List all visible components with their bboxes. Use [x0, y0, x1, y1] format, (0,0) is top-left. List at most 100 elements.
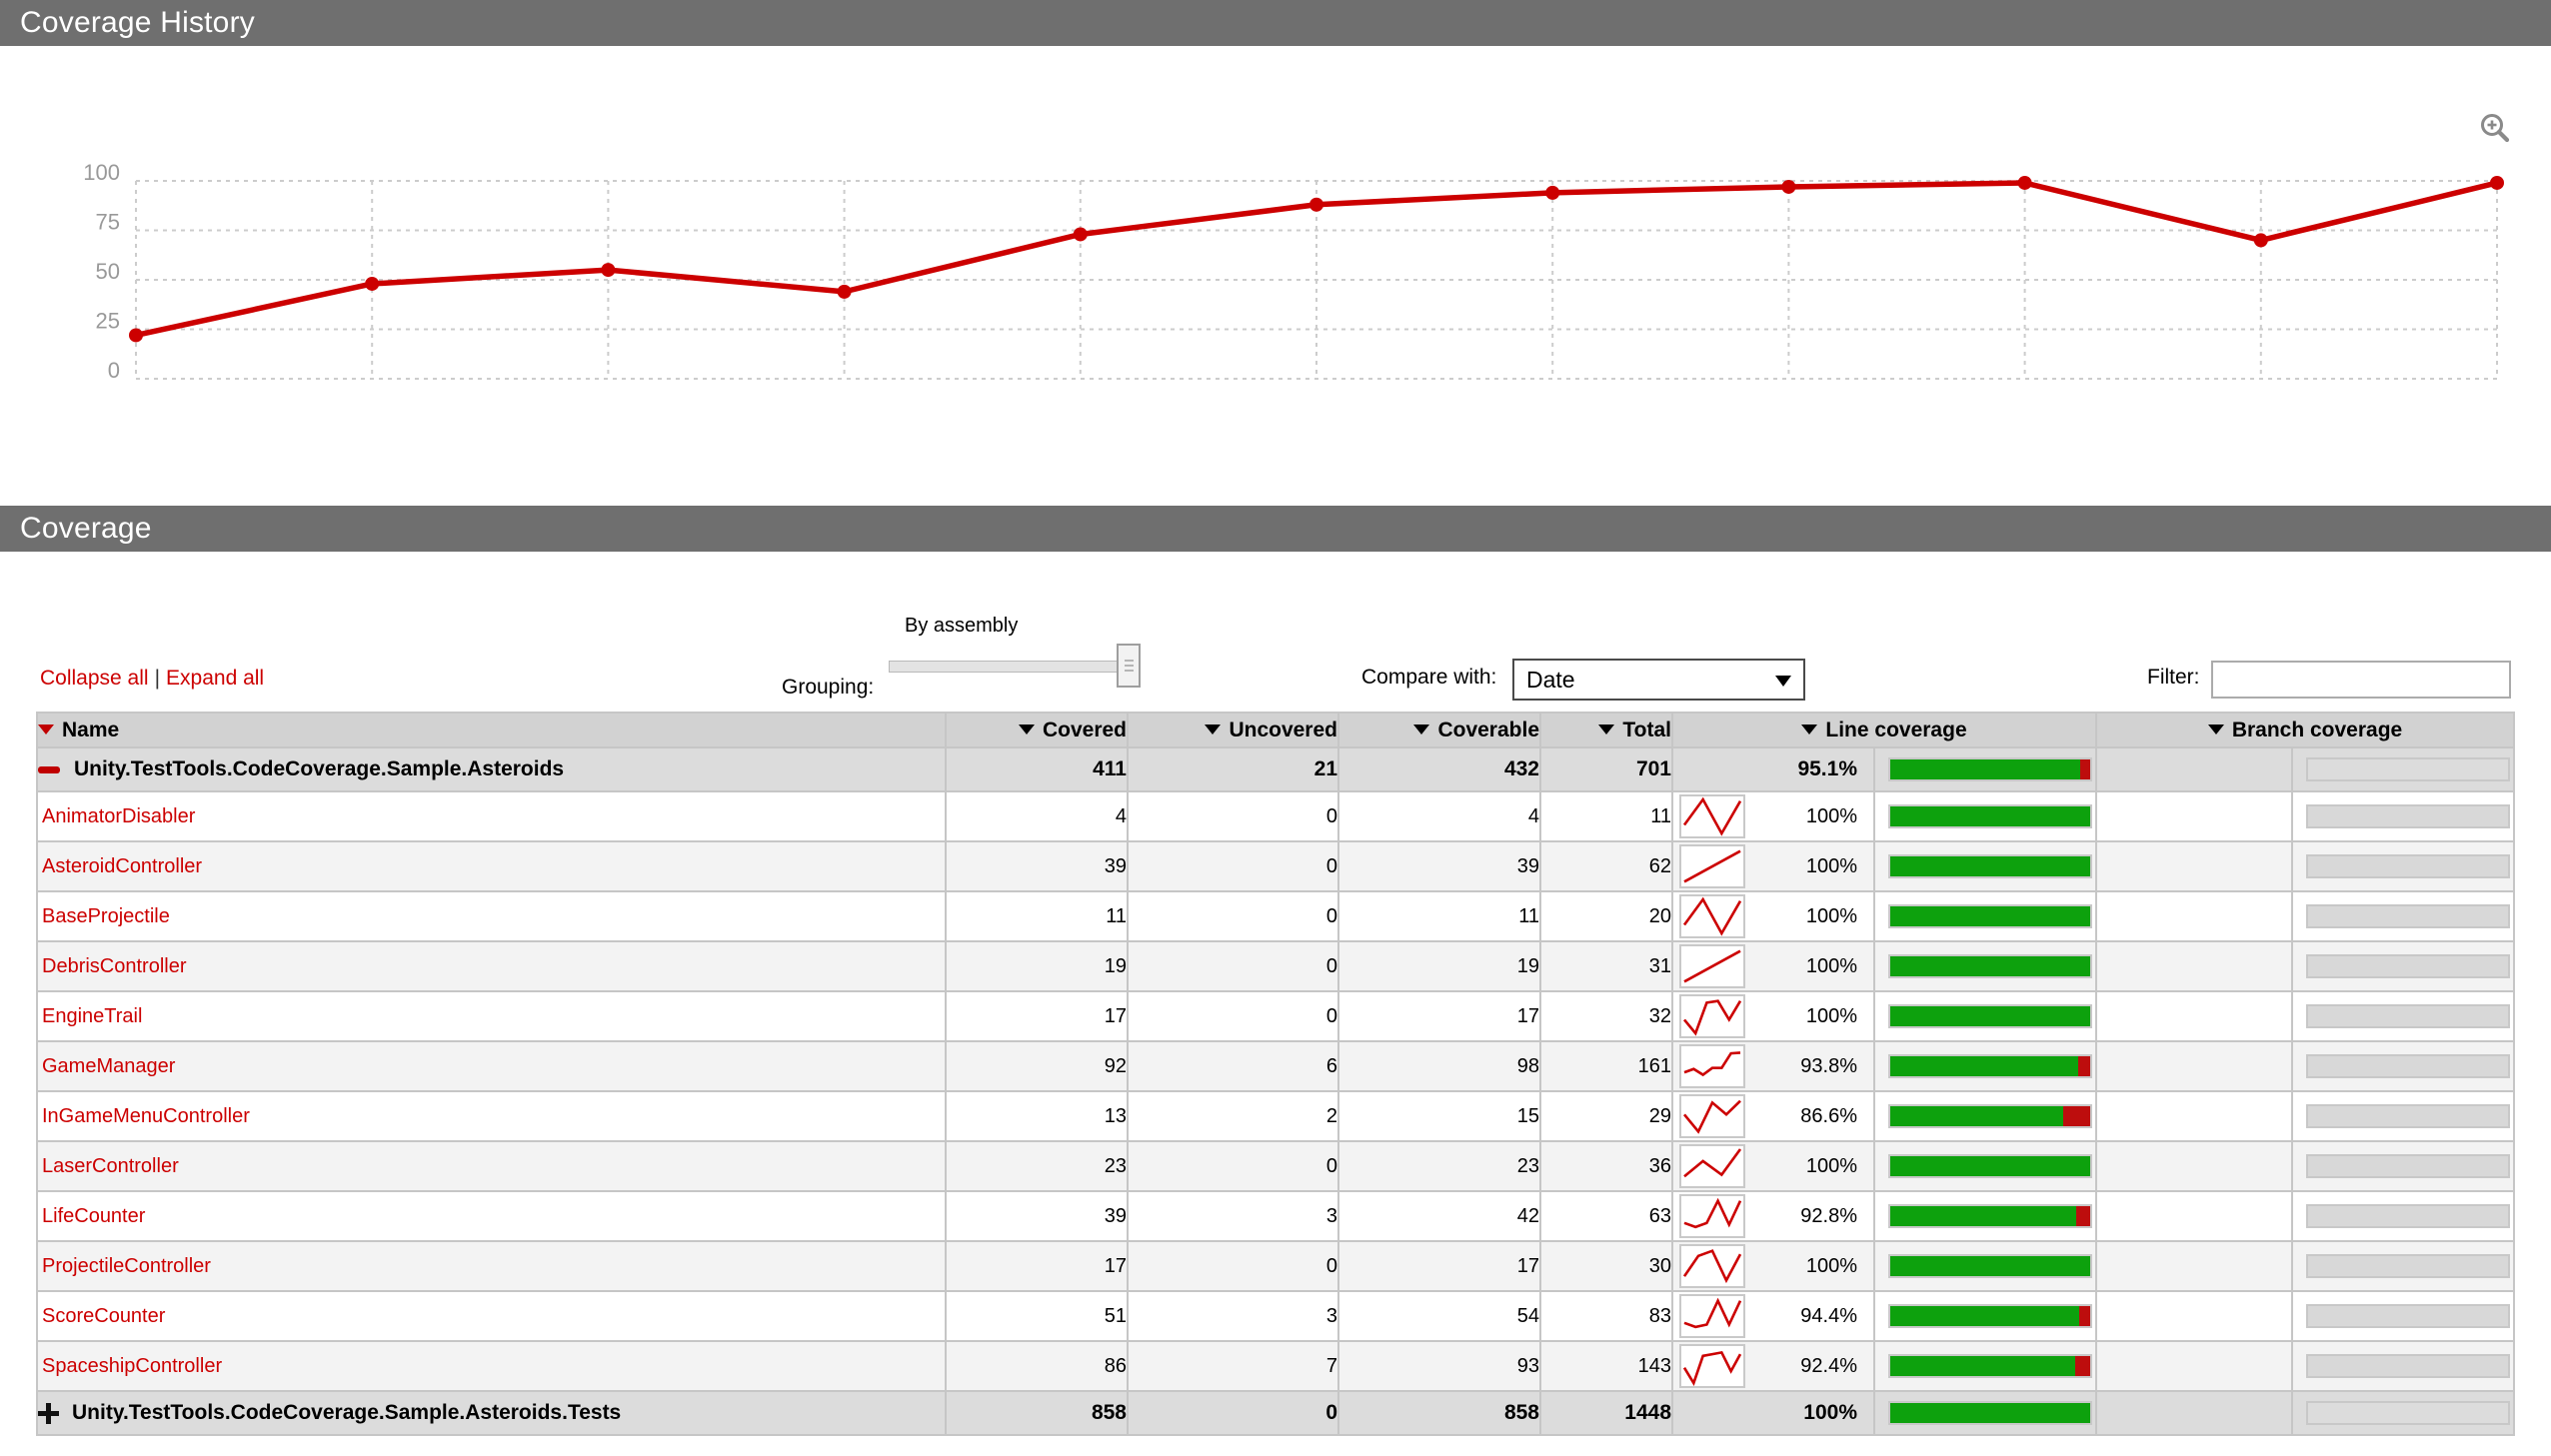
branch-coverage-bar-cell	[2291, 1390, 2516, 1436]
branch-coverage-bar	[2306, 1104, 2511, 1128]
coverage-history-sparkline[interactable]	[1679, 944, 1745, 988]
coverage-history-sparkline[interactable]	[1679, 1344, 1745, 1388]
coverage-history-title: Coverage History	[20, 6, 255, 39]
filter-input[interactable]	[2211, 661, 2511, 699]
class-link[interactable]: DebrisController	[42, 954, 187, 977]
col-header-line-coverage[interactable]: Line coverage	[1670, 712, 2098, 748]
line-coverage-percent-cell: 93.8%	[1671, 1040, 1875, 1092]
coverable-cell: 858	[1337, 1390, 1541, 1436]
line-coverage-bar-cell	[1872, 1240, 2098, 1292]
branch-coverage-bar	[2306, 757, 2511, 781]
covered-cell: 17	[945, 1240, 1129, 1292]
name-cell: LifeCounter	[36, 1190, 947, 1242]
line-coverage-percent-cell: 100%	[1671, 790, 1875, 842]
coverable-cell: 19	[1337, 940, 1541, 992]
line-coverage-percent: 92.8%	[1800, 1204, 1857, 1227]
col-header-total[interactable]: Total	[1539, 712, 1673, 748]
total-cell: 31	[1539, 940, 1673, 992]
name-cell: Unity.TestTools.CodeCoverage.Sample.Aste…	[36, 746, 947, 792]
class-row: GameManager 92 6 98 161 93.8%	[36, 1040, 2516, 1092]
line-coverage-bar-cell	[1872, 790, 2098, 842]
class-link[interactable]: EngineTrail	[42, 1004, 143, 1027]
class-link[interactable]: LaserController	[42, 1154, 179, 1177]
total-cell: 63	[1539, 1190, 1673, 1242]
uncovered-cell: 3	[1127, 1190, 1339, 1242]
coverable-cell: 23	[1337, 1140, 1541, 1192]
line-coverage-percent-cell: 94.4%	[1671, 1290, 1875, 1342]
branch-coverage-bar-cell	[2291, 1290, 2516, 1342]
expand-icon[interactable]	[39, 1402, 59, 1424]
coverage-history-sparkline[interactable]	[1679, 844, 1745, 888]
branch-coverage-bar-cell	[2291, 990, 2516, 1042]
line-coverage-bar-cell	[1872, 940, 2098, 992]
class-link[interactable]: GameManager	[42, 1054, 176, 1077]
coverable-cell: 17	[1337, 990, 1541, 1042]
compare-with-select[interactable]: Date	[1512, 659, 1805, 701]
coverage-history-sparkline[interactable]	[1679, 1094, 1745, 1138]
line-coverage-bar-cell	[1872, 1190, 2098, 1242]
col-header-uncovered[interactable]: Uncovered	[1127, 712, 1339, 748]
coverage-history-sparkline[interactable]	[1679, 1144, 1745, 1188]
covered-cell: 23	[945, 1140, 1129, 1192]
grouping-value-label: By assembly	[905, 615, 1019, 637]
branch-coverage-percent-cell	[2095, 746, 2294, 792]
branch-coverage-percent-cell	[2095, 1290, 2294, 1342]
class-link[interactable]: BaseProjectile	[42, 904, 170, 927]
grouping-slider-thumb[interactable]	[1117, 644, 1141, 688]
class-link[interactable]: AsteroidController	[42, 854, 203, 877]
coverage-history-sparkline[interactable]	[1679, 994, 1745, 1038]
class-link[interactable]: SpaceshipController	[42, 1354, 223, 1377]
class-link[interactable]: AnimatorDisabler	[42, 804, 196, 827]
line-coverage-bar	[1888, 1254, 2092, 1278]
total-cell: 29	[1539, 1090, 1673, 1142]
line-coverage-percent-cell: 100%	[1671, 1240, 1875, 1292]
branch-coverage-percent-cell	[2095, 1190, 2294, 1242]
total-cell: 161	[1539, 1040, 1673, 1092]
total-cell: 36	[1539, 1140, 1673, 1192]
line-coverage-percent: 93.8%	[1800, 1054, 1857, 1077]
line-coverage-percent: 100%	[1805, 1154, 1857, 1177]
assembly-row: Unity.TestTools.CodeCoverage.Sample.Aste…	[36, 1390, 2516, 1436]
chevron-down-icon	[1775, 676, 1791, 687]
expand-all-link[interactable]: Expand all	[166, 667, 265, 690]
coverage-history-sparkline[interactable]	[1679, 1244, 1745, 1288]
coverage-history-sparkline[interactable]	[1679, 1044, 1745, 1088]
chart-zoom-icon[interactable]	[2479, 112, 2513, 146]
branch-coverage-percent-cell	[2095, 890, 2294, 942]
class-link[interactable]: InGameMenuController	[42, 1104, 250, 1127]
line-coverage-percent-cell: 95.1%	[1671, 746, 1875, 792]
collapse-icon[interactable]	[39, 765, 60, 773]
line-coverage-bar	[1888, 1004, 2092, 1028]
line-coverage-bar-cell	[1872, 1290, 2098, 1342]
assembly-name: Unity.TestTools.CodeCoverage.Sample.Aste…	[72, 1401, 622, 1424]
coverage-history-sparkline[interactable]	[1679, 1294, 1745, 1338]
coverage-history-sparkline[interactable]	[1679, 894, 1745, 938]
coverage-history-sparkline[interactable]	[1679, 1194, 1745, 1238]
total-cell: 20	[1539, 890, 1673, 942]
name-cell: SpaceshipController	[36, 1340, 947, 1392]
svg-text:25: 25	[96, 309, 120, 334]
branch-coverage-percent-cell	[2095, 1240, 2294, 1292]
total-cell: 32	[1539, 990, 1673, 1042]
class-link[interactable]: ProjectileController	[42, 1254, 211, 1277]
collapse-all-link[interactable]: Collapse all	[40, 667, 149, 690]
class-link[interactable]: LifeCounter	[42, 1204, 146, 1227]
class-row: InGameMenuController 13 2 15 29 86.6%	[36, 1090, 2516, 1142]
col-header-name[interactable]: Name	[36, 712, 947, 748]
branch-coverage-bar	[2306, 854, 2511, 878]
line-coverage-bar	[1888, 1104, 2092, 1128]
branch-coverage-percent-cell	[2095, 840, 2294, 892]
name-cell: AnimatorDisabler	[36, 790, 947, 842]
col-header-branch-coverage[interactable]: Branch coverage	[2095, 712, 2516, 748]
col-header-coverable[interactable]: Coverable	[1337, 712, 1541, 748]
grouping-slider-track[interactable]	[889, 661, 1141, 673]
coverage-history-sparkline[interactable]	[1679, 794, 1745, 838]
line-coverage-bar-cell	[1872, 746, 2098, 792]
branch-coverage-percent-cell	[2095, 940, 2294, 992]
col-header-covered[interactable]: Covered	[945, 712, 1129, 748]
branch-coverage-percent-cell	[2095, 1390, 2294, 1436]
name-cell: ProjectileController	[36, 1240, 947, 1292]
line-coverage-bar-cell	[1872, 1390, 2098, 1436]
line-coverage-percent-cell: 92.8%	[1671, 1190, 1875, 1242]
class-link[interactable]: ScoreCounter	[42, 1304, 166, 1327]
